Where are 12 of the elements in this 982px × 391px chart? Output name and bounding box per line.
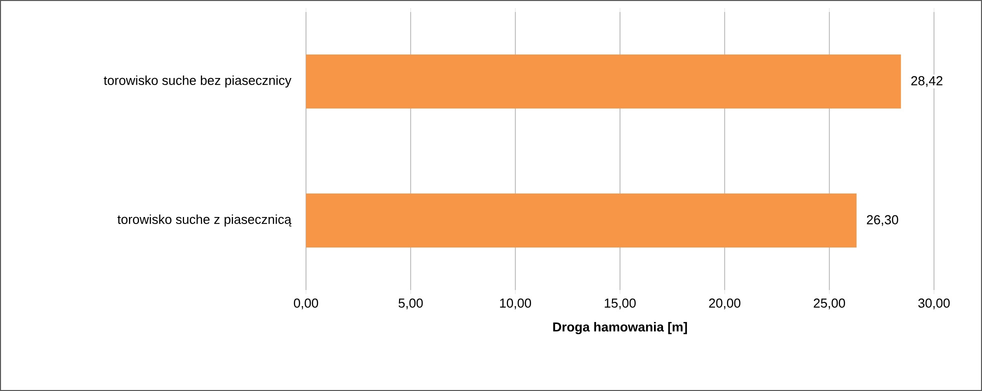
x-tick-label: 15,00 — [604, 298, 636, 310]
y-tick-label: torowisko suche z piasecznicą — [117, 214, 292, 227]
x-tick-label: 30,00 — [918, 298, 950, 310]
x-tick-label: 0,00 — [294, 298, 318, 310]
y-tick-label: torowisko suche bez piasecznicy — [104, 75, 292, 88]
x-axis-title: Droga hamowania [m] — [553, 322, 687, 334]
data-label: 26,30 — [866, 215, 898, 226]
x-tick-label: 20,00 — [709, 298, 740, 310]
x-tick-label: 25,00 — [814, 298, 846, 310]
x-tick-label: 5,00 — [398, 298, 423, 310]
data-label: 28,42 — [911, 76, 942, 87]
x-tick-label: 10,00 — [500, 298, 532, 310]
